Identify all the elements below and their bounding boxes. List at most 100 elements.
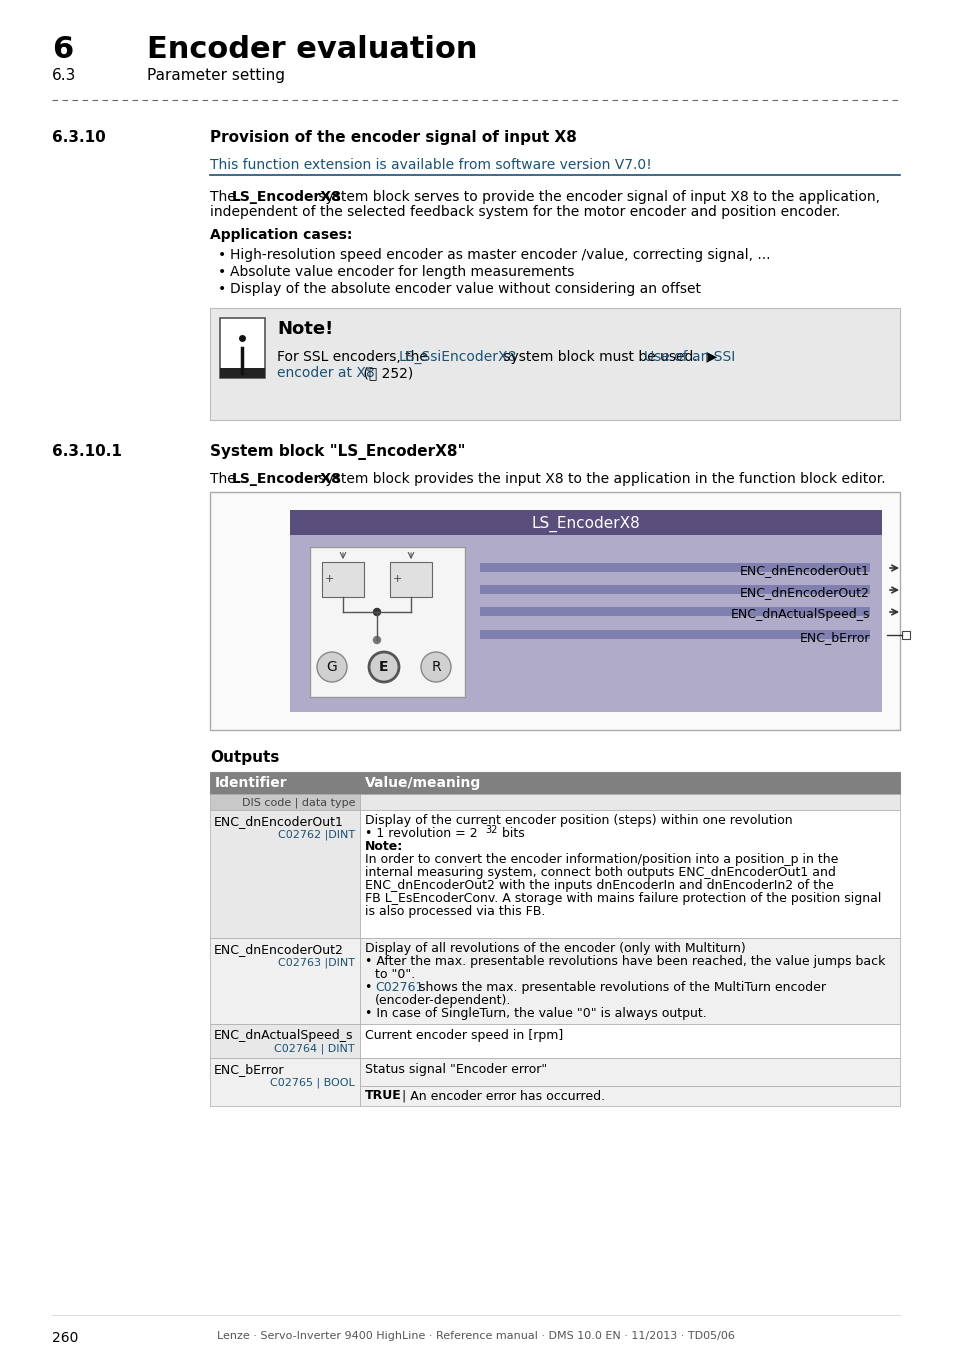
Text: ENC_dnEncoderOut2 with the inputs dnEncoderIn and dnEncoderIn2 of the: ENC_dnEncoderOut2 with the inputs dnEnco… — [365, 879, 833, 892]
Text: encoder at X8: encoder at X8 — [276, 366, 375, 379]
Ellipse shape — [420, 652, 451, 682]
Text: Lenze · Servo-Inverter 9400 HighLine · Reference manual · DMS 10.0 EN · 11/2013 : Lenze · Servo-Inverter 9400 HighLine · R… — [217, 1331, 734, 1341]
Text: R: R — [431, 660, 440, 674]
Text: Display of the current encoder position (steps) within one revolution: Display of the current encoder position … — [365, 814, 792, 828]
Text: Identifier: Identifier — [214, 776, 287, 790]
Text: DIS code | data type: DIS code | data type — [242, 796, 355, 807]
Text: The: The — [210, 190, 240, 204]
Text: ENC_dnEncoderOut1: ENC_dnEncoderOut1 — [740, 564, 869, 576]
Text: The: The — [210, 472, 240, 486]
Text: +: + — [393, 575, 402, 585]
Text: 6: 6 — [52, 35, 73, 63]
FancyBboxPatch shape — [210, 1058, 359, 1106]
FancyBboxPatch shape — [359, 810, 899, 938]
Text: C02763 |DINT: C02763 |DINT — [277, 958, 355, 968]
Text: Encoder evaluation: Encoder evaluation — [147, 35, 477, 63]
FancyBboxPatch shape — [390, 562, 432, 597]
FancyBboxPatch shape — [479, 585, 869, 594]
Text: ENC_bError: ENC_bError — [213, 1062, 284, 1076]
Text: Parameter setting: Parameter setting — [147, 68, 285, 82]
Text: ENC_dnEncoderOut2: ENC_dnEncoderOut2 — [740, 586, 869, 599]
Text: C02762 |DINT: C02762 |DINT — [277, 830, 355, 841]
Text: system block provides the input X8 to the application in the function block edit: system block provides the input X8 to th… — [314, 472, 884, 486]
Text: is also processed via this FB.: is also processed via this FB. — [365, 904, 545, 918]
Text: Display of all revolutions of the encoder (only with Multiturn): Display of all revolutions of the encode… — [365, 942, 745, 954]
FancyBboxPatch shape — [210, 810, 359, 938]
FancyBboxPatch shape — [210, 938, 359, 1025]
Text: 32: 32 — [484, 825, 497, 836]
Text: C02761: C02761 — [375, 981, 423, 994]
Text: independent of the selected feedback system for the motor encoder and position e: independent of the selected feedback sys… — [210, 205, 840, 219]
Text: 6.3: 6.3 — [52, 68, 76, 82]
Text: ENC_dnEncoderOut2: ENC_dnEncoderOut2 — [213, 944, 343, 956]
Text: LS_EncoderX8: LS_EncoderX8 — [232, 472, 341, 486]
Text: Outputs: Outputs — [210, 751, 279, 765]
FancyBboxPatch shape — [210, 794, 359, 810]
Text: Absolute value encoder for length measurements: Absolute value encoder for length measur… — [230, 265, 574, 279]
FancyBboxPatch shape — [479, 630, 869, 639]
Text: Note!: Note! — [276, 320, 333, 338]
Text: G: G — [326, 660, 337, 674]
Text: For SSL encoders, the: For SSL encoders, the — [276, 350, 432, 365]
Text: •: • — [218, 248, 226, 262]
FancyBboxPatch shape — [359, 1085, 899, 1106]
Circle shape — [374, 609, 380, 616]
Text: Status signal "Encoder error": Status signal "Encoder error" — [365, 1062, 547, 1076]
FancyBboxPatch shape — [210, 1025, 359, 1058]
Text: This function extension is available from software version V7.0!: This function extension is available fro… — [210, 158, 651, 171]
Text: ENC_dnActualSpeed_s: ENC_dnActualSpeed_s — [730, 608, 869, 621]
Text: FB L_EsEncoderConv. A storage with mains failure protection of the position sign: FB L_EsEncoderConv. A storage with mains… — [365, 892, 881, 904]
Text: LS_EncoderX8: LS_EncoderX8 — [531, 516, 639, 532]
Text: to "0".: to "0". — [375, 968, 415, 981]
Ellipse shape — [369, 652, 398, 682]
Text: In order to convert the encoder information/position into a position_p in the: In order to convert the encoder informat… — [365, 853, 838, 865]
Text: Use of an SSI: Use of an SSI — [643, 350, 735, 365]
FancyBboxPatch shape — [220, 319, 265, 378]
Circle shape — [374, 636, 380, 644]
Text: Current encoder speed in [rpm]: Current encoder speed in [rpm] — [365, 1029, 562, 1042]
Text: 260: 260 — [52, 1331, 78, 1345]
Text: Note:: Note: — [365, 840, 403, 853]
FancyBboxPatch shape — [479, 563, 869, 572]
Ellipse shape — [316, 652, 347, 682]
Text: 6.3.10.1: 6.3.10.1 — [52, 444, 122, 459]
Text: (⌹ 252): (⌹ 252) — [358, 366, 413, 379]
FancyBboxPatch shape — [479, 608, 869, 616]
Text: +: + — [325, 575, 334, 585]
Text: C02765 | BOOL: C02765 | BOOL — [270, 1079, 355, 1088]
Text: C02764 | DINT: C02764 | DINT — [274, 1044, 355, 1054]
Text: 6.3.10: 6.3.10 — [52, 130, 106, 144]
Text: E: E — [379, 660, 388, 674]
FancyBboxPatch shape — [359, 938, 899, 1025]
FancyBboxPatch shape — [322, 562, 364, 597]
Text: System block "LS_EncoderX8": System block "LS_EncoderX8" — [210, 444, 465, 460]
FancyBboxPatch shape — [359, 794, 899, 810]
FancyBboxPatch shape — [220, 369, 265, 378]
FancyBboxPatch shape — [901, 630, 909, 639]
Text: LS_EncoderX8: LS_EncoderX8 — [232, 190, 341, 204]
Text: • 1 revolution = 2: • 1 revolution = 2 — [365, 828, 477, 840]
Text: ENC_dnActualSpeed_s: ENC_dnActualSpeed_s — [213, 1029, 354, 1042]
FancyBboxPatch shape — [210, 308, 899, 420]
FancyBboxPatch shape — [290, 535, 882, 711]
Text: | An encoder error has occurred.: | An encoder error has occurred. — [401, 1089, 604, 1102]
Text: Provision of the encoder signal of input X8: Provision of the encoder signal of input… — [210, 130, 577, 144]
Text: system block must be used.  ▶: system block must be used. ▶ — [498, 350, 720, 365]
Text: • In case of SingleTurn, the value "0" is always output.: • In case of SingleTurn, the value "0" i… — [365, 1007, 706, 1021]
FancyBboxPatch shape — [310, 547, 464, 697]
Text: High-resolution speed encoder as master encoder /value, correcting signal, ...: High-resolution speed encoder as master … — [230, 248, 770, 262]
Text: (encoder-dependent).: (encoder-dependent). — [375, 994, 511, 1007]
Text: ENC_dnEncoderOut1: ENC_dnEncoderOut1 — [213, 815, 343, 828]
Text: ENC_bError: ENC_bError — [799, 630, 869, 644]
Text: internal measuring system, connect both outputs ENC_dnEncoderOut1 and: internal measuring system, connect both … — [365, 865, 835, 879]
Text: •: • — [218, 282, 226, 296]
Text: system block serves to provide the encoder signal of input X8 to the application: system block serves to provide the encod… — [314, 190, 879, 204]
Text: TRUE: TRUE — [365, 1089, 401, 1102]
Text: •: • — [218, 265, 226, 279]
FancyBboxPatch shape — [290, 510, 882, 535]
Text: • After the max. presentable revolutions have been reached, the value jumps back: • After the max. presentable revolutions… — [365, 954, 884, 968]
Text: LS_SsiEncoderX8: LS_SsiEncoderX8 — [398, 350, 517, 365]
Text: bits: bits — [497, 828, 524, 840]
Text: Display of the absolute encoder value without considering an offset: Display of the absolute encoder value wi… — [230, 282, 700, 296]
Text: shows the max. presentable revolutions of the MultiTurn encoder: shows the max. presentable revolutions o… — [415, 981, 825, 994]
